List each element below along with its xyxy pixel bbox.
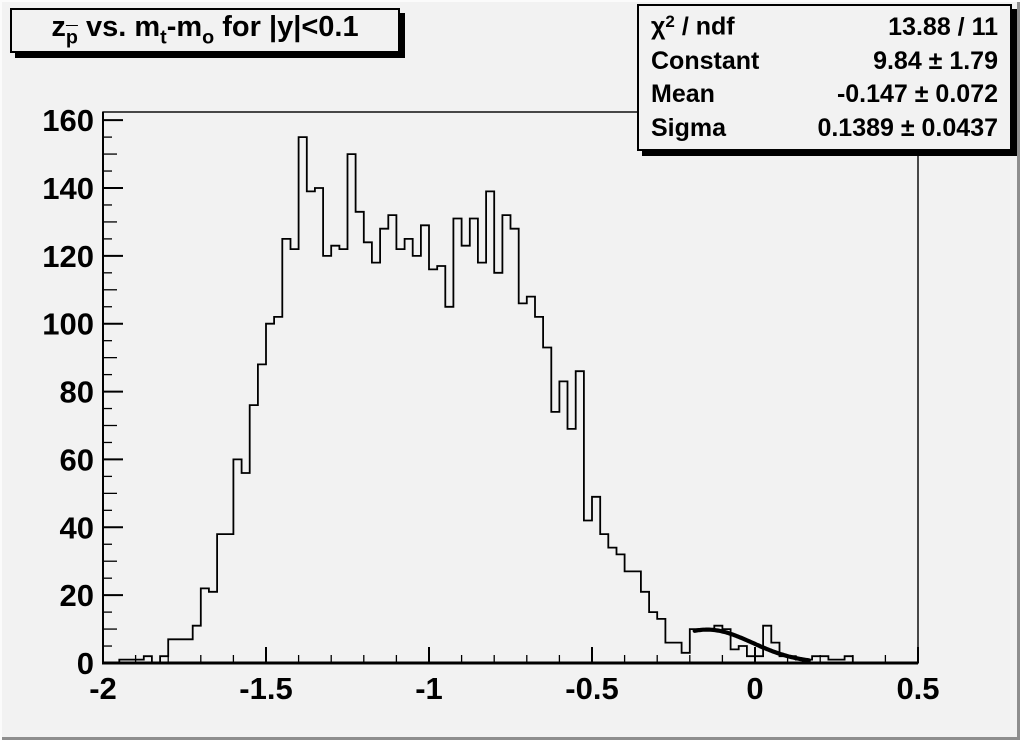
stats-label-segment: Mean <box>651 80 715 109</box>
stats-label: Mean <box>651 80 715 109</box>
stats-value: -0.147 ± 0.072 <box>836 80 998 109</box>
stats-label: Sigma <box>651 114 726 143</box>
histogram-step-line <box>103 136 918 664</box>
title-segment: o <box>202 26 215 49</box>
title-segment: z <box>51 11 66 44</box>
stats-label: Constant <box>651 47 759 76</box>
stats-label: χ2 / ndf <box>651 12 735 42</box>
stats-value: 13.88 / 11 <box>888 12 998 41</box>
stats-box: χ2 / ndf 13.88 / 11 Constant 9.84 ± 1.79 Mea… <box>637 4 1012 151</box>
x-axis-tick-label: -2 <box>89 671 117 706</box>
plot-frame <box>102 111 919 664</box>
stats-row: Sigma 0.1389 ± 0.0437 <box>651 114 998 143</box>
title-segment: -m <box>166 11 203 44</box>
y-axis-tick-label: 0 <box>77 646 94 681</box>
stats-value: 9.84 ± 1.79 <box>873 46 998 75</box>
title-segment: vs. m <box>77 11 161 44</box>
x-axis-tick-label: -1 <box>415 671 443 706</box>
title-segment: for |y|<0.1 <box>214 11 359 44</box>
y-axis-tick-label: 20 <box>60 578 94 613</box>
stats-row: Mean -0.147 ± 0.072 <box>651 80 998 109</box>
title-segment: t <box>160 26 167 49</box>
x-axis-tick-label: 0.5 <box>896 671 939 706</box>
stats-label-segment: χ <box>651 12 666 41</box>
plot-title: zp vs. mt-mo for |y|<0.1 <box>51 11 358 49</box>
y-axis-tick-label: 80 <box>60 375 94 410</box>
stats-label-segment: 2 <box>665 12 675 32</box>
y-axis-tick-label: 40 <box>60 510 94 545</box>
stats-row: χ2 / ndf 13.88 / 11 <box>651 12 998 42</box>
stats-label-segment: / ndf <box>674 12 735 41</box>
y-axis-tick-label: 60 <box>60 442 94 477</box>
fit-curve <box>692 627 811 663</box>
title-box: zp vs. mt-mo for |y|<0.1 <box>10 8 400 53</box>
y-axis-tick-label: 160 <box>42 103 94 138</box>
x-axis-tick-label: -0.5 <box>565 671 618 706</box>
stats-label-segment: Constant <box>651 46 760 75</box>
y-axis-tick-label: 100 <box>42 307 94 342</box>
stats-row: Constant 9.84 ± 1.79 <box>651 47 998 76</box>
stats-label-segment: Sigma <box>651 113 727 142</box>
x-axis-tick-label: 0 <box>746 671 763 706</box>
y-axis-tick-label: 140 <box>42 171 94 206</box>
stats-value: 0.1389 ± 0.0437 <box>817 113 998 142</box>
title-segment: p <box>65 26 78 49</box>
y-axis-tick-label: 120 <box>42 239 94 274</box>
x-axis-tick-label: -1.5 <box>239 671 292 706</box>
